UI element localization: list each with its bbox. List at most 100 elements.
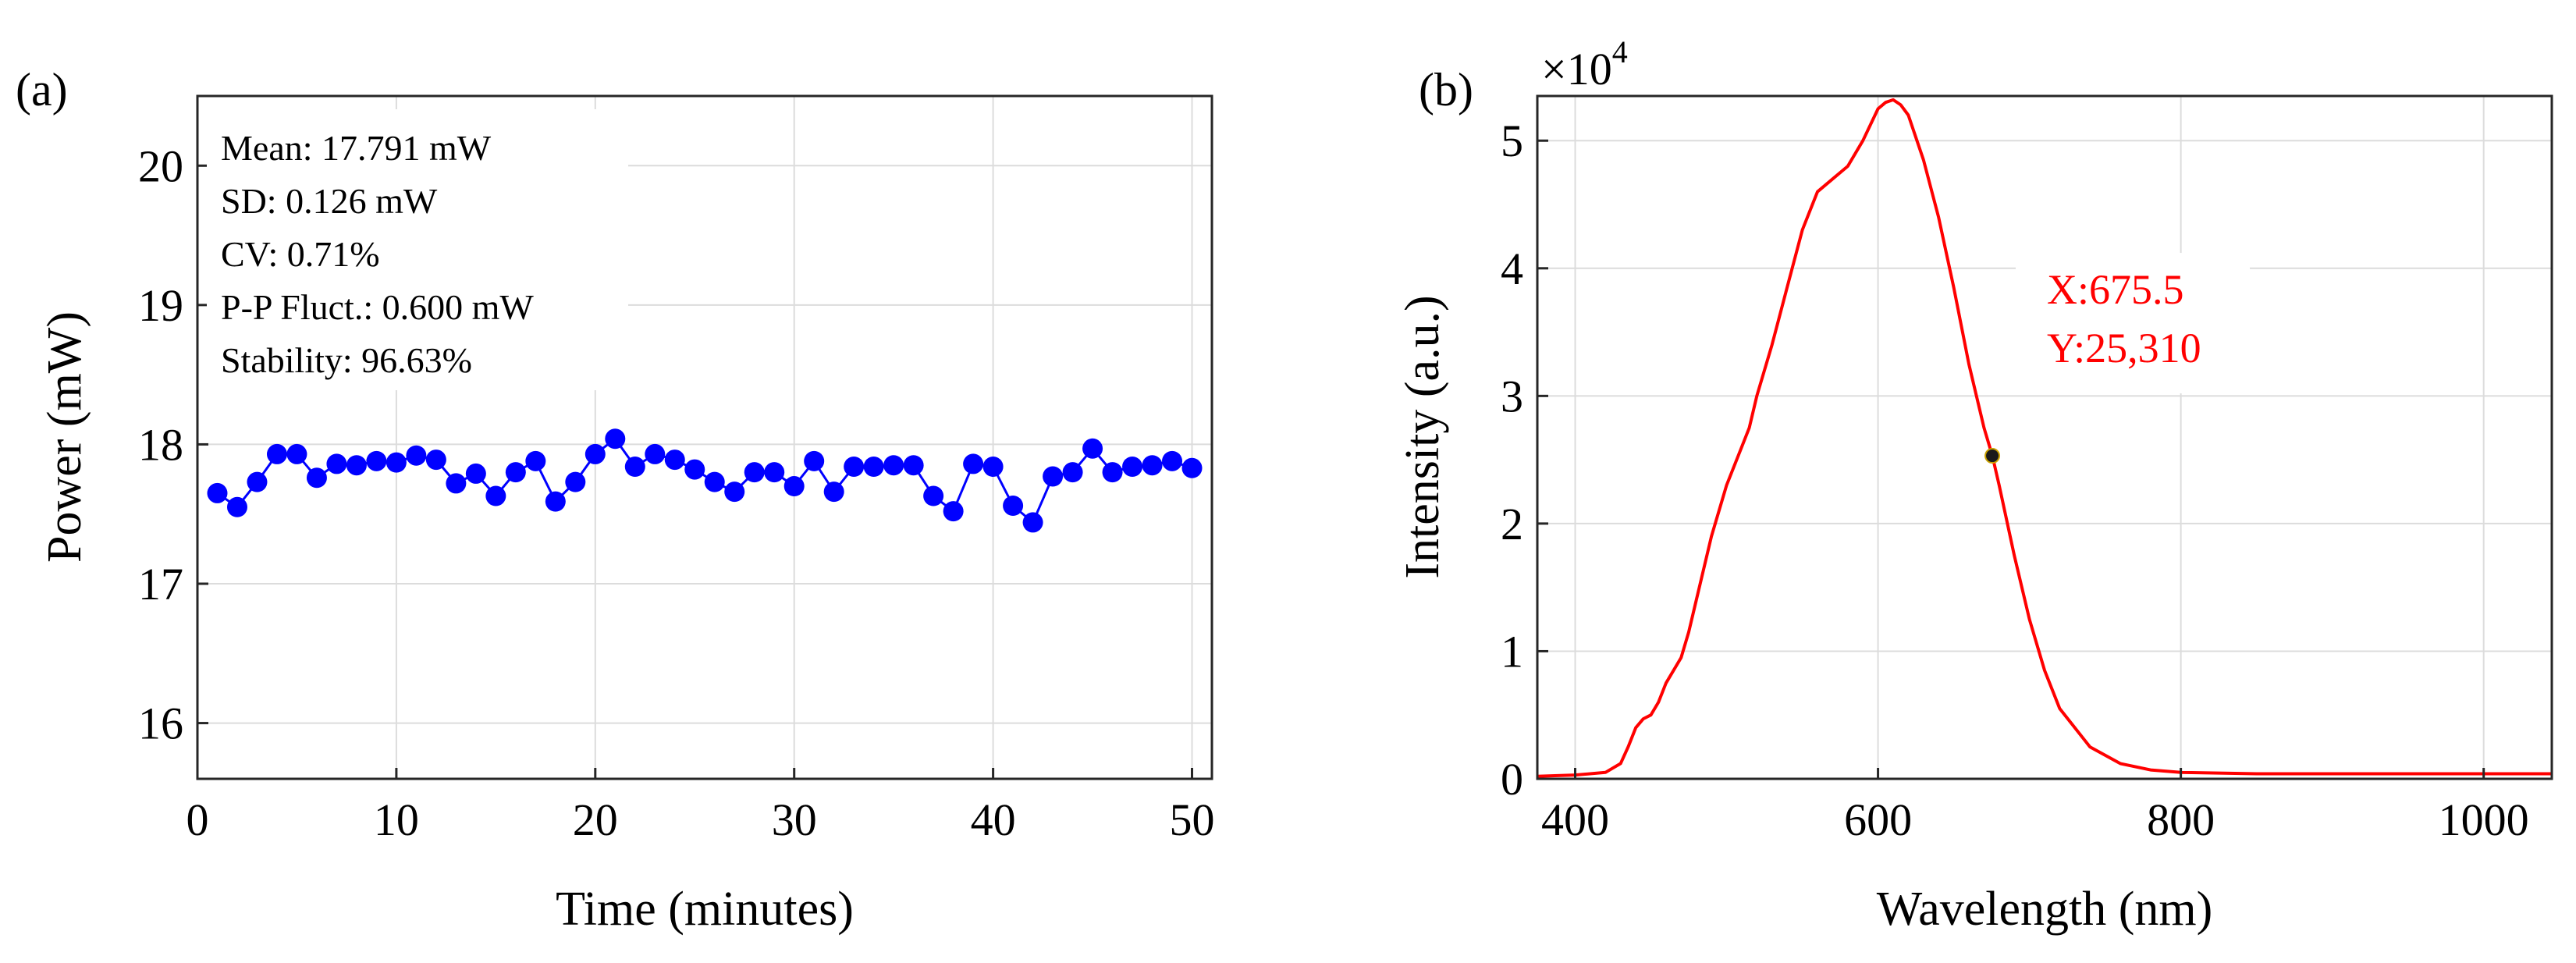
panel-a-data-point (485, 485, 506, 506)
panel-a-xlabel: Time (minutes) (556, 883, 854, 936)
panel-a-series (207, 428, 1203, 533)
stats-line: Stability: 96.63% (221, 340, 472, 380)
panel-a-label: (a) (16, 64, 68, 115)
panel-b-series-line (1537, 98, 2552, 778)
panel-a-data-point (247, 471, 268, 492)
panel-a-data-point (1122, 457, 1143, 477)
panel-a-data-point (1181, 457, 1203, 478)
panel-b-y-exponent-power: 4 (1612, 34, 1628, 69)
panel-a-data-point (823, 482, 844, 503)
panel-a-data-point (346, 455, 367, 476)
panel-a-xtick-label: 20 (573, 794, 618, 845)
panel-a-stats-box: Mean: 17.791 mW SD: 0.126 mW CV: 0.71% P-P … (207, 109, 628, 390)
panel-a-data-point (943, 501, 964, 522)
panel-a-data-point (744, 462, 765, 483)
panel-a-data-point (605, 428, 626, 450)
panel-a-data-point (883, 455, 904, 476)
panel-a-data-point (1062, 462, 1083, 483)
panel-a: (a) 0 10 20 30 40 50 16 17 18 19 20 Time (minutes)… (16, 64, 1215, 936)
panel-a-data-point (645, 443, 666, 464)
panel-a-data-point (1022, 512, 1043, 533)
datatip-x-label: X:675.5 (2047, 266, 2184, 313)
stats-box-background (207, 109, 628, 390)
datatip-box (2016, 253, 2251, 394)
panel-a-ytick-label: 16 (138, 698, 183, 749)
panel-a-data-point (783, 476, 805, 496)
panel-a-data-point (584, 443, 606, 464)
panel-a-data-point (266, 443, 287, 464)
panel-a-xtick-label: 30 (772, 794, 817, 845)
panel-a-data-point (1003, 496, 1024, 516)
panel-a-ytick-label: 19 (138, 280, 183, 331)
panel-a-data-point (1102, 462, 1123, 483)
stats-line: Mean: 17.791 mW (221, 128, 492, 168)
panel-a-ytick-label: 17 (138, 559, 183, 609)
panel-a-data-point (1043, 466, 1064, 487)
panel-a-data-point (326, 453, 347, 474)
panel-a-data-point (565, 471, 586, 492)
panel-a-data-point (425, 450, 446, 471)
panel-a-xtick-label: 10 (374, 794, 419, 845)
panel-b-ylabel: Intensity (a.u.) (1396, 295, 1449, 578)
panel-a-data-point (226, 496, 247, 517)
panel-a-data-point (804, 450, 825, 471)
panel-a-data-point (963, 453, 984, 474)
panel-b-xtick-label: 600 (1844, 794, 1912, 845)
panel-b-xlabel: Wavelength (nm) (1877, 883, 2213, 936)
panel-a-data-point (903, 455, 924, 476)
panel-b-ytick-label: 5 (1501, 115, 1523, 166)
panel-a-data-point (386, 452, 407, 473)
panel-a-data-point (624, 457, 645, 477)
panel-b-ytick-label: 3 (1501, 371, 1523, 421)
panel-b-series (1537, 98, 2552, 778)
panel-a-xtick-label: 40 (971, 794, 1016, 845)
panel-b-frame (1536, 94, 2553, 780)
datatip-y-label: Y:25,310 (2047, 325, 2201, 371)
panel-b-ytick-label: 0 (1501, 754, 1523, 805)
panel-a-data-point (446, 473, 467, 494)
panel-a-data-point (545, 491, 566, 512)
panel-b-xtick-label: 1000 (2439, 794, 2529, 845)
stats-line: P-P Fluct.: 0.600 mW (221, 287, 534, 327)
panel-a-data-point (286, 443, 307, 464)
stats-line: CV: 0.71% (221, 234, 380, 274)
panel-a-data-point (863, 457, 884, 477)
panel-a-frame (196, 94, 1213, 780)
panel-a-data-point (844, 457, 865, 477)
panel-a-data-point (764, 462, 785, 483)
panel-a-data-point (982, 457, 1004, 477)
panel-a-ytick-label: 20 (138, 140, 183, 191)
panel-a-data-point (366, 450, 387, 471)
panel-a-data-point (406, 445, 427, 466)
panel-b-y-exponent-base: ×10 (1541, 44, 1612, 94)
panel-b-grid (1537, 96, 2552, 780)
panel-b-ytick-label: 1 (1501, 626, 1523, 677)
panel-a-data-point (525, 450, 546, 471)
panel-a-data-point (465, 463, 486, 484)
panel-a-ticks: 0 10 20 30 40 50 16 17 18 19 20 (138, 140, 1215, 845)
panel-a-data-point (207, 482, 228, 503)
panel-a-data-point (1082, 438, 1103, 459)
stats-line: SD: 0.126 mW (221, 181, 438, 221)
panel-b-y-exponent: ×104 (1541, 34, 1628, 94)
datatip-marker (1984, 448, 2001, 464)
panel-a-data-point (1162, 450, 1183, 471)
panel-b-label: (b) (1419, 64, 1473, 115)
panel-a-data-point (1142, 455, 1163, 476)
panel-b-xtick-label: 400 (1541, 794, 1609, 845)
panel-a-xtick-label: 50 (1170, 794, 1215, 845)
panel-b-datatip: X:675.5 Y:25,310 (1984, 253, 2251, 464)
panel-a-xtick-label: 0 (187, 794, 209, 845)
panel-b-ytick-label: 4 (1501, 243, 1523, 294)
panel-a-data-point (724, 482, 745, 503)
panel-a-data-point (704, 471, 725, 492)
panel-b-ticks: 400 600 800 1000 0 1 2 3 4 5 (1501, 115, 2529, 845)
panel-a-ytick-label: 18 (138, 419, 183, 470)
panel-a-data-point (664, 450, 685, 471)
panel-a-data-point (505, 462, 526, 483)
panel-a-data-point (684, 459, 705, 480)
panel-a-data-point (923, 485, 944, 506)
panel-b-xtick-label: 800 (2147, 794, 2215, 845)
